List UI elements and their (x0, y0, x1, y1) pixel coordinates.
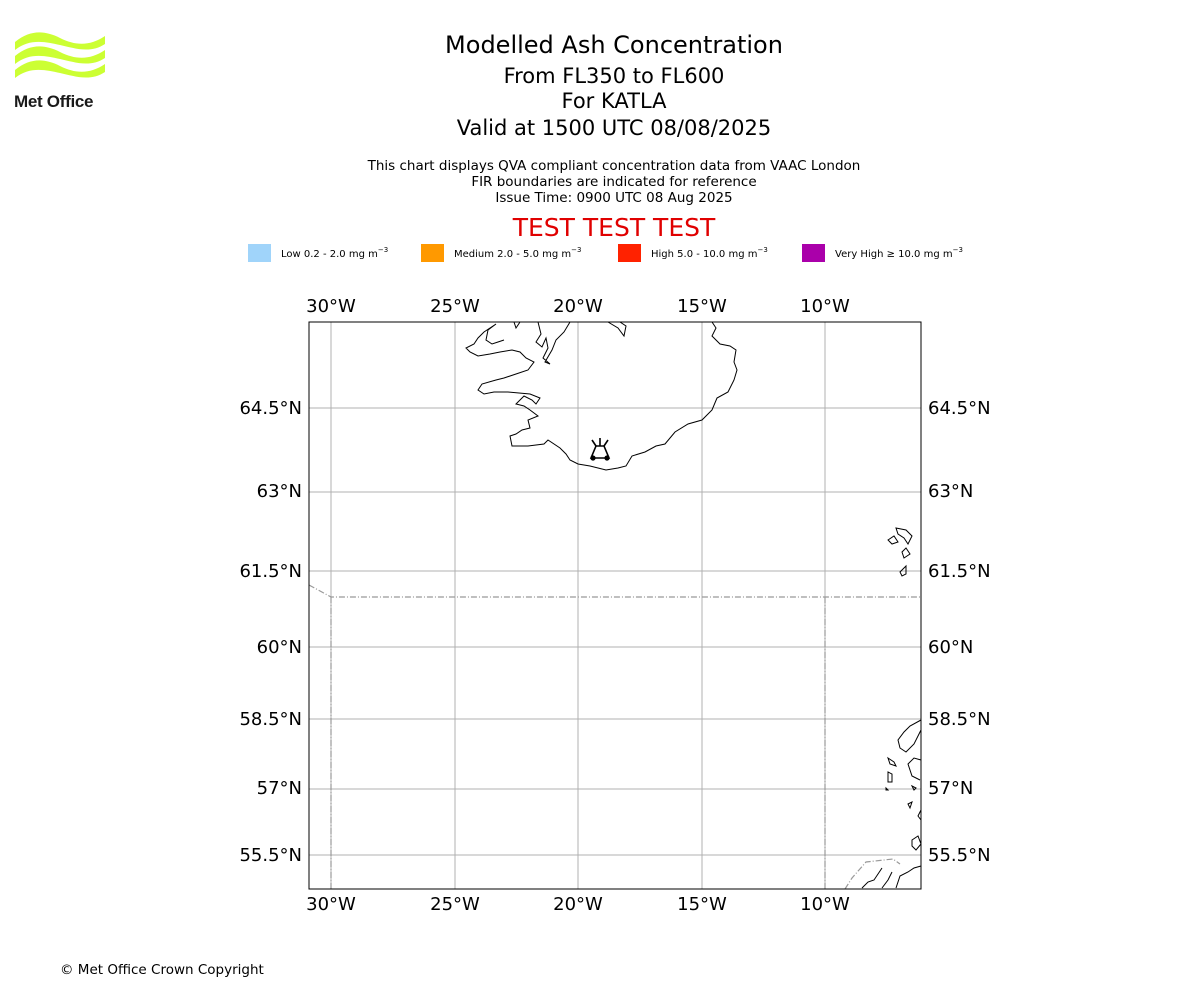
lat-label-left-57n: 57°N (257, 778, 302, 799)
lat-label-left-55-5n: 55.5°N (239, 845, 302, 866)
info-block: This chart displays QVA compliant concen… (314, 158, 914, 206)
volcano-icon (589, 438, 611, 461)
lon-label-top-10w: 10°W (800, 296, 850, 317)
info-line-fir: FIR boundaries are indicated for referen… (471, 174, 757, 190)
lon-labels-top: 30°W 25°W 20°W 15°W 10°W (306, 296, 850, 317)
legend-label-medium: Medium 2.0 - 5.0 mg m−3 (454, 246, 582, 260)
legend-label-low: Low 0.2 - 2.0 mg m−3 (281, 246, 389, 260)
lon-label-bottom-15w: 15°W (677, 894, 727, 915)
lat-label-right-63n: 63°N (928, 481, 973, 502)
scotland-coast (861, 719, 922, 889)
lat-label-right-58-5n: 58.5°N (928, 709, 991, 730)
lat-label-left-64-5n: 64.5°N (239, 398, 302, 419)
lat-label-right-55-5n: 55.5°N (928, 845, 991, 866)
fir-boundaries (308, 584, 921, 890)
lon-label-top-25w: 25°W (430, 296, 480, 317)
legend-label-high: High 5.0 - 10.0 mg m−3 (651, 246, 768, 260)
volcano-name: For KATLA (561, 89, 667, 113)
legend-label-very-high: Very High ≥ 10.0 mg m−3 (835, 246, 963, 260)
lon-label-bottom-20w: 20°W (553, 894, 603, 915)
lon-labels-bottom: 30°W 25°W 20°W 15°W 10°W (306, 894, 850, 915)
legend-swatch-medium (421, 244, 444, 262)
logo-text: Met Office (14, 92, 94, 111)
fir-boundary-uk (844, 858, 901, 890)
lon-label-top-20w: 20°W (553, 296, 603, 317)
lat-label-right-60n: 60°N (928, 637, 973, 658)
info-line-issue-time: Issue Time: 0900 UTC 08 Aug 2025 (495, 190, 733, 206)
test-banner: TEST TEST TEST (512, 213, 716, 242)
lat-labels-right: 64.5°N 63°N 61.5°N 60°N 58.5°N 57°N 55.5… (928, 398, 991, 866)
faroe-islands (887, 527, 913, 577)
lon-label-bottom-30w: 30°W (306, 894, 356, 915)
met-office-waves-icon (15, 32, 105, 78)
lon-label-bottom-25w: 25°W (430, 894, 480, 915)
valid-time: Valid at 1500 UTC 08/08/2025 (456, 116, 772, 140)
map-gridlines (309, 322, 921, 889)
iceland-coastline (465, 321, 738, 471)
map-frame (308, 321, 922, 890)
lat-label-left-63n: 63°N (257, 481, 302, 502)
lon-label-top-15w: 15°W (677, 296, 727, 317)
flight-level-range: From FL350 to FL600 (503, 64, 725, 88)
lat-labels-left: 64.5°N 63°N 61.5°N 60°N 58.5°N 57°N 55.5… (239, 398, 302, 866)
chart-title: Modelled Ash Concentration (445, 31, 783, 59)
lat-label-left-60n: 60°N (257, 637, 302, 658)
lat-label-left-58-5n: 58.5°N (239, 709, 302, 730)
info-line-qva: This chart displays QVA compliant concen… (367, 158, 861, 174)
legend-swatch-low (248, 244, 271, 262)
fir-boundary-north (308, 584, 921, 598)
legend-swatch-high (618, 244, 641, 262)
met-office-logo: Met Office (14, 30, 110, 114)
legend-swatch-very-high (802, 244, 825, 262)
lat-label-right-64-5n: 64.5°N (928, 398, 991, 419)
lat-label-right-61-5n: 61.5°N (928, 561, 991, 582)
coastline (465, 321, 738, 471)
lon-label-top-30w: 30°W (306, 296, 356, 317)
copyright-notice: © Met Office Crown Copyright (60, 962, 264, 978)
chart-title-block: Modelled Ash Concentration From FL350 to… (314, 30, 914, 141)
lat-label-left-61-5n: 61.5°N (239, 561, 302, 582)
lat-label-right-57n: 57°N (928, 778, 973, 799)
lon-label-bottom-10w: 10°W (800, 894, 850, 915)
